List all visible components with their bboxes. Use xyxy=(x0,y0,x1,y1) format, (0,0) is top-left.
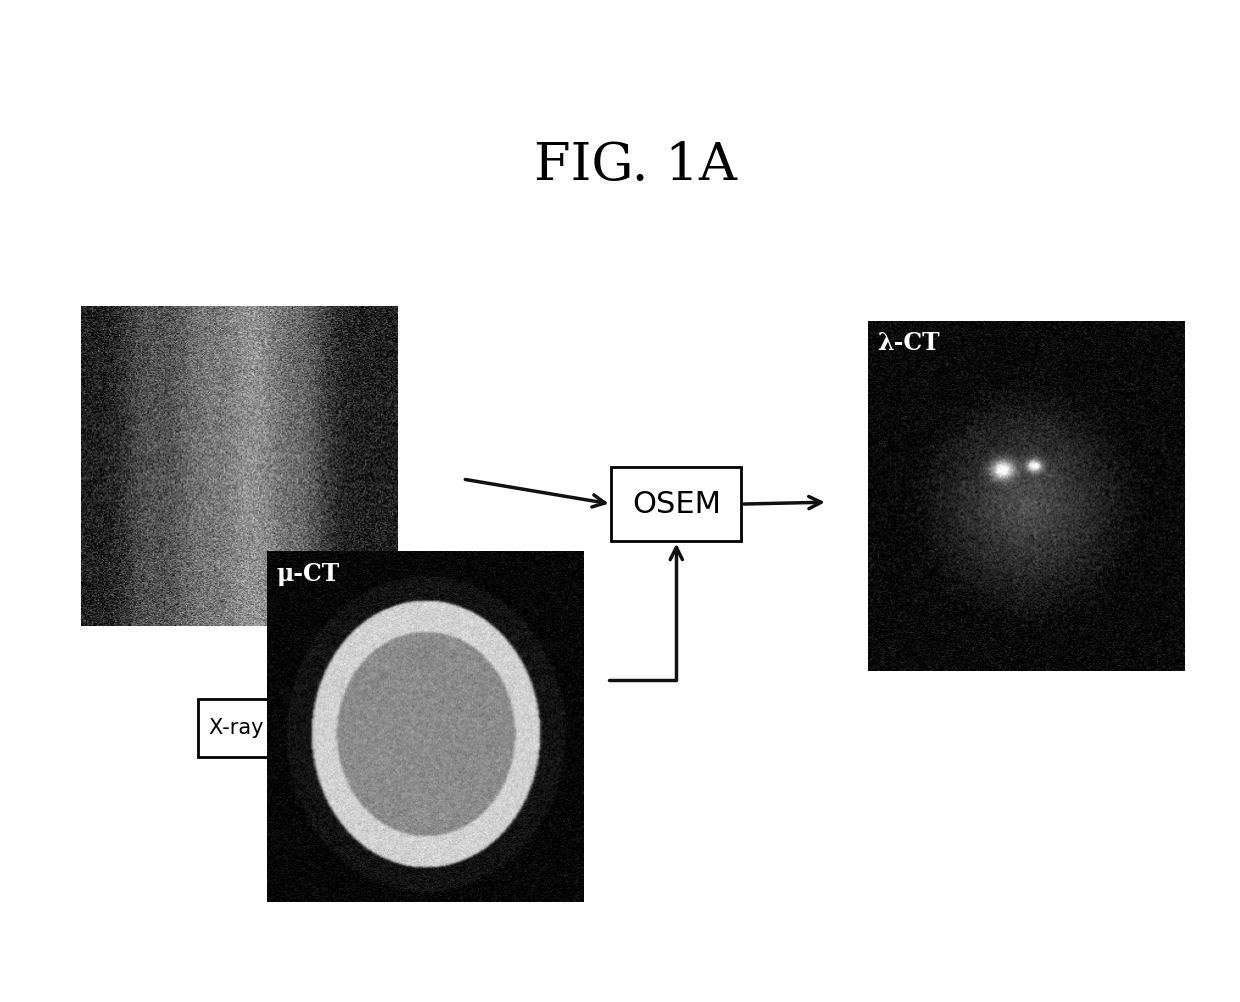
Text: X-ray CT: X-ray CT xyxy=(210,717,298,737)
Text: FIG. 1A: FIG. 1A xyxy=(534,139,737,190)
Text: λ-CT: λ-CT xyxy=(878,332,940,355)
Text: OSEM: OSEM xyxy=(632,490,720,519)
FancyBboxPatch shape xyxy=(198,699,309,757)
Text: μ-CT: μ-CT xyxy=(277,561,340,585)
FancyBboxPatch shape xyxy=(611,467,742,541)
